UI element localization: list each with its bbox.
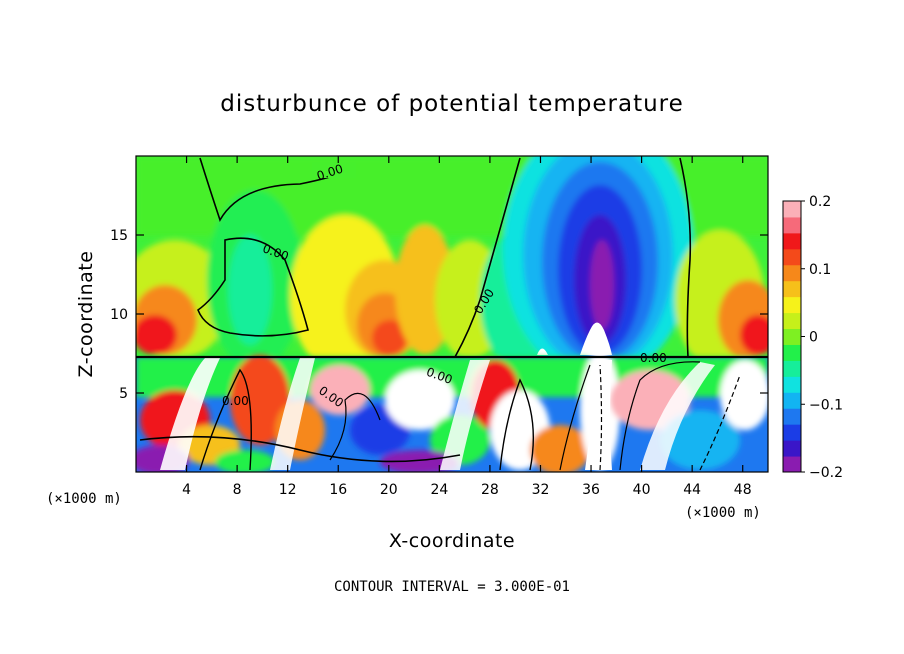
x-tick-label: 4 xyxy=(182,482,191,498)
warm-peak-patch xyxy=(580,322,612,355)
chart-title: disturbunce of potential temperature xyxy=(220,91,684,117)
y-tick-label: 5 xyxy=(119,386,128,402)
contour-interval-note: CONTOUR INTERVAL = 3.000E-01 xyxy=(334,579,570,595)
colorbar-tick-label: 0.1 xyxy=(809,262,831,278)
lower-turbulent-layer xyxy=(136,350,768,472)
y-axis-title: Z-coordinate xyxy=(75,251,97,378)
colorbar-swatch xyxy=(783,248,801,266)
upper-layer-field xyxy=(136,156,768,380)
colorbar-swatch xyxy=(783,328,801,345)
contour-label-zero-7: 0.00 xyxy=(640,351,667,365)
x-tick-label: 8 xyxy=(233,482,242,498)
x-tick-label: 36 xyxy=(582,482,600,498)
x-axis-title: X-coordinate xyxy=(389,530,515,552)
colorbar-tick-label: 0.2 xyxy=(809,194,831,210)
colorbar-swatch xyxy=(783,360,801,377)
x-tick-label: 48 xyxy=(734,482,752,498)
x-tick-label: 20 xyxy=(380,482,398,498)
x-tick-label: 40 xyxy=(633,482,651,498)
x-tick-label: 32 xyxy=(532,482,550,498)
colorbar-swatch xyxy=(783,280,801,298)
colorbar-tick-label: −0.2 xyxy=(809,465,843,481)
colorbar-swatch xyxy=(783,376,801,393)
field-image: 0.00 0.00 0.00 0.00 0.00 0.00 0.00 xyxy=(136,156,768,472)
warm-peak-patch-small xyxy=(537,348,548,355)
x-tick-label: 12 xyxy=(279,482,297,498)
colorbar-tick-label: 0 xyxy=(809,330,818,346)
colorbar-swatch xyxy=(783,408,801,425)
y-tick-label: 15 xyxy=(110,228,128,244)
colorbar-swatch xyxy=(783,296,801,314)
colorbar-swatch xyxy=(783,232,801,250)
contour-label-zero-5: 0.00 xyxy=(222,394,249,408)
x-tick-label: 44 xyxy=(683,482,701,498)
colorbar-swatch xyxy=(783,216,801,234)
colorbar-swatch xyxy=(783,344,801,361)
x-tick-label: 16 xyxy=(329,482,347,498)
x-unit-left: (×1000 m) xyxy=(46,491,122,507)
x-tick-label: 28 xyxy=(481,482,499,498)
colorbar-swatch xyxy=(783,264,801,282)
colorbar-tick-label: −0.1 xyxy=(809,397,843,413)
y-tick-label: 10 xyxy=(110,307,128,323)
colorbar-swatch xyxy=(783,424,801,441)
x-axis: 4 8 12 16 20 24 28 32 36 40 44 48 xyxy=(182,156,752,498)
x-tick-label: 24 xyxy=(430,482,448,498)
colorbar-swatch xyxy=(783,440,801,457)
colorbar: 0.2 0.1 0 −0.1 −0.2 xyxy=(782,194,843,481)
colorbar-swatch xyxy=(783,456,801,473)
contour-label-bg xyxy=(312,162,356,178)
zero-contours xyxy=(136,157,768,359)
colorbar-swatch xyxy=(783,392,801,409)
colorbar-swatch xyxy=(783,201,801,218)
y-axis: 5 10 15 xyxy=(110,228,768,402)
colorbar-swatch xyxy=(783,312,801,330)
x-unit-right: (×1000 m) xyxy=(685,505,761,521)
